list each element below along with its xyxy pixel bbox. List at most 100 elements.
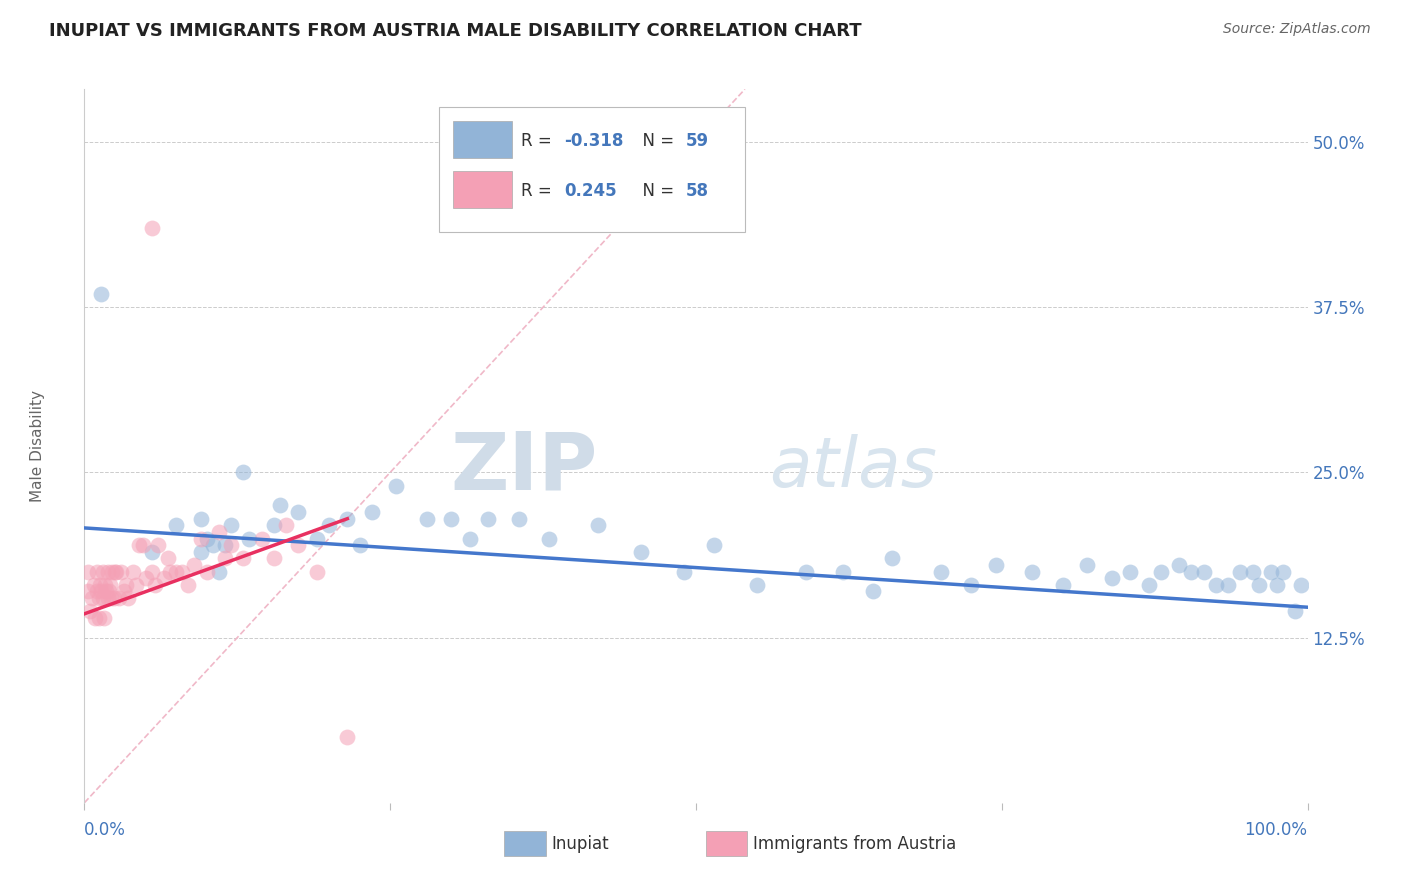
- Point: [86, 584, 108, 599]
- Point: [880, 551, 903, 566]
- Point: [232, 551, 254, 566]
- Point: [263, 518, 285, 533]
- Point: [1168, 558, 1191, 572]
- Point: [190, 511, 212, 525]
- Point: [862, 584, 884, 599]
- Point: [672, 565, 695, 579]
- Point: [97, 565, 120, 579]
- Point: [103, 591, 125, 605]
- Point: [190, 532, 212, 546]
- Point: [1265, 578, 1288, 592]
- Point: [238, 532, 260, 546]
- FancyBboxPatch shape: [453, 171, 513, 209]
- Point: [165, 518, 187, 533]
- Point: [219, 518, 242, 533]
- Point: [112, 584, 135, 599]
- Text: N =: N =: [633, 182, 679, 200]
- Point: [360, 505, 382, 519]
- Text: 100.0%: 100.0%: [1244, 821, 1308, 838]
- Point: [94, 578, 117, 592]
- Text: 0.0%: 0.0%: [84, 821, 127, 838]
- Point: [440, 511, 463, 525]
- Point: [195, 532, 218, 546]
- Point: [104, 565, 127, 579]
- Point: [1137, 578, 1160, 592]
- FancyBboxPatch shape: [706, 831, 748, 855]
- Point: [86, 565, 108, 579]
- Point: [172, 565, 194, 579]
- Point: [477, 511, 499, 525]
- Point: [101, 565, 124, 579]
- Text: atlas: atlas: [769, 434, 938, 501]
- Text: ZIP: ZIP: [451, 428, 598, 507]
- Point: [190, 545, 212, 559]
- Point: [115, 578, 138, 592]
- Point: [269, 499, 291, 513]
- Point: [208, 565, 231, 579]
- Point: [1052, 578, 1074, 592]
- FancyBboxPatch shape: [453, 121, 513, 159]
- Point: [165, 565, 187, 579]
- Point: [141, 545, 163, 559]
- Point: [929, 565, 952, 579]
- Point: [143, 578, 166, 592]
- Point: [201, 538, 224, 552]
- Point: [305, 532, 328, 546]
- Point: [1119, 565, 1142, 579]
- Point: [90, 584, 112, 599]
- Point: [385, 478, 408, 492]
- Point: [110, 565, 132, 579]
- Point: [831, 565, 853, 579]
- Point: [105, 565, 128, 579]
- Point: [1272, 565, 1295, 579]
- Text: N =: N =: [633, 132, 679, 150]
- Text: 0.245: 0.245: [564, 182, 616, 200]
- Point: [960, 578, 983, 592]
- FancyBboxPatch shape: [439, 107, 745, 232]
- Point: [156, 551, 179, 566]
- Point: [183, 558, 205, 572]
- Point: [458, 532, 481, 546]
- Point: [84, 611, 107, 625]
- Point: [1076, 558, 1098, 572]
- Text: Inupiat: Inupiat: [551, 835, 609, 853]
- Point: [1205, 578, 1227, 592]
- Point: [79, 604, 101, 618]
- Point: [77, 584, 100, 599]
- Point: [87, 611, 110, 625]
- Point: [1101, 571, 1123, 585]
- Point: [630, 545, 652, 559]
- Point: [91, 591, 114, 605]
- Point: [586, 518, 609, 533]
- Point: [177, 578, 200, 592]
- Point: [153, 571, 176, 585]
- Point: [287, 505, 309, 519]
- Text: R =: R =: [522, 182, 557, 200]
- Point: [159, 565, 181, 579]
- Point: [1260, 565, 1282, 579]
- Point: [794, 565, 817, 579]
- Point: [107, 591, 129, 605]
- Text: Source: ZipAtlas.com: Source: ZipAtlas.com: [1223, 22, 1371, 37]
- Point: [336, 511, 359, 525]
- Point: [132, 538, 155, 552]
- Point: [336, 730, 359, 744]
- Point: [87, 591, 110, 605]
- Point: [1180, 565, 1202, 579]
- Point: [416, 511, 439, 525]
- Point: [219, 538, 242, 552]
- Point: [97, 591, 120, 605]
- Text: R =: R =: [522, 132, 557, 150]
- Point: [538, 532, 561, 546]
- Point: [91, 565, 114, 579]
- Point: [318, 518, 340, 533]
- Text: Male Disability: Male Disability: [31, 390, 45, 502]
- Point: [232, 466, 254, 480]
- Point: [349, 538, 371, 552]
- Point: [135, 571, 157, 585]
- Text: -0.318: -0.318: [564, 132, 623, 150]
- Point: [141, 221, 163, 235]
- FancyBboxPatch shape: [503, 831, 546, 855]
- Text: 58: 58: [686, 182, 709, 200]
- Point: [1291, 578, 1313, 592]
